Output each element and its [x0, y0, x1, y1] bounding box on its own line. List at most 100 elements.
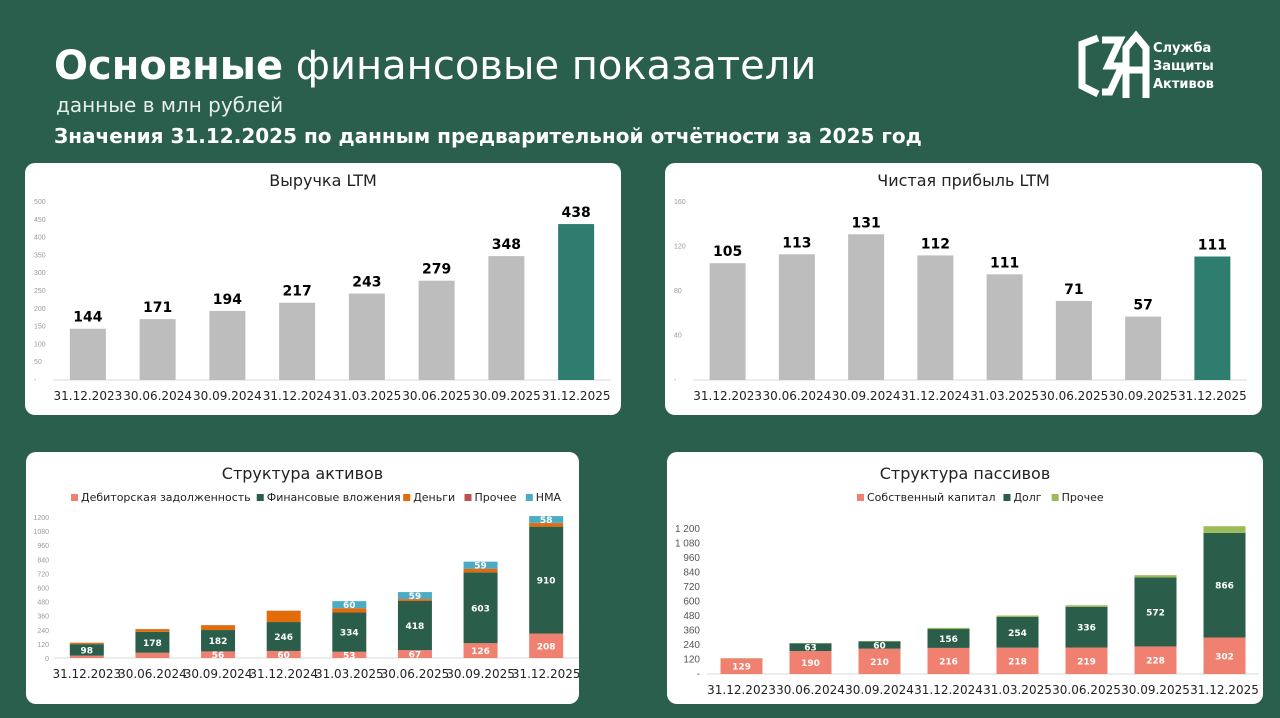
bar-segment: [1065, 605, 1108, 607]
bar: [1055, 301, 1092, 380]
bar-segment: [1134, 646, 1177, 674]
x-tick-label: 30.06.2025: [1052, 683, 1121, 697]
bar-value-label: 144: [73, 310, 102, 326]
chart-title: Чистая прибыль LTM: [877, 171, 1050, 190]
bar-value-label: 131: [852, 215, 881, 231]
segment-value-label: 67: [409, 651, 422, 661]
x-tick-label: 31.12.2023: [693, 389, 762, 403]
bar-segment: [201, 651, 236, 658]
liabilities-structure-chart-panel: Структура пассивов Собственный капитал Дол…: [667, 452, 1263, 704]
bar-segment: [332, 608, 367, 613]
bar-segment: [1203, 532, 1246, 638]
x-tick-label: 31.12.2024: [901, 389, 970, 403]
bar-segment: [927, 629, 970, 648]
legend-label: Собственный капитал: [867, 491, 996, 504]
segment-value-label: 218: [1008, 657, 1027, 667]
y-tick-label: 720: [37, 571, 49, 578]
bar: [418, 280, 455, 380]
bar-segment: [996, 615, 1039, 617]
bar-value-label: 438: [562, 205, 591, 221]
legend-swatch: [525, 494, 533, 501]
y-tick-label: 840: [683, 568, 700, 579]
x-tick-label: 30.09.2025: [1109, 389, 1178, 403]
bar: [848, 234, 885, 380]
segment-value-label: 59: [409, 592, 422, 602]
legend-swatch: [256, 494, 264, 501]
y-tick-label: 120: [674, 244, 686, 251]
x-tick-label: 30.09.2024: [845, 683, 914, 697]
segment-value-label: 60: [277, 651, 290, 661]
bar-segment: [135, 629, 170, 632]
bar-value-label: 243: [352, 274, 381, 290]
y-tick-label: 1080: [33, 529, 49, 536]
bar-segment: [69, 644, 104, 656]
page-subtitle: данные в млн рублей: [56, 93, 284, 117]
segment-value-label: 910: [537, 577, 556, 587]
bar-value-label: 71: [1064, 282, 1083, 298]
x-tick-label: 31.12.2023: [707, 683, 776, 697]
x-tick-label: 31.12.2024: [914, 683, 983, 697]
x-tick-label: 30.09.2025: [472, 389, 541, 403]
y-tick-label: 600: [37, 586, 49, 593]
y-tick-label: 1200: [33, 515, 49, 522]
bar-segment: [1134, 575, 1177, 578]
legend-swatch: [857, 494, 864, 501]
y-tick-label: 960: [683, 553, 700, 564]
legend-swatch: [403, 494, 411, 501]
bar-segment: [332, 651, 367, 658]
bar-segment: [69, 642, 104, 645]
y-tick-label: 40: [674, 333, 682, 340]
bar-segment: [397, 599, 432, 602]
bar-segment: [1065, 606, 1108, 648]
segment-value-label: 60: [873, 642, 886, 652]
bar-segment: [789, 651, 832, 674]
bar: [917, 255, 954, 380]
bar-segment: [463, 572, 498, 644]
bar-segment: [266, 610, 301, 623]
x-tick-label: 30.06.2024: [776, 683, 845, 697]
segment-value-label: 63: [804, 644, 817, 654]
bar-segment: [529, 633, 564, 658]
y-tick-label: -: [34, 377, 37, 384]
y-tick-label: -: [697, 669, 700, 680]
y-tick-label: 350: [34, 252, 46, 259]
y-tick-label: 120: [37, 642, 49, 649]
x-tick-label: 31.12.2023: [54, 389, 123, 403]
segment-value-label: 418: [406, 622, 425, 632]
x-tick-label: 30.09.2025: [1121, 683, 1190, 697]
company-logo: [1078, 30, 1150, 98]
legend-label: Прочее: [475, 491, 517, 504]
segment-value-label: 53: [343, 651, 356, 661]
y-tick-label: 840: [37, 557, 49, 564]
bar: [709, 263, 746, 380]
bar-segment: [397, 650, 432, 658]
x-tick-label: 30.06.2024: [123, 389, 192, 403]
x-tick-label: 30.06.2024: [118, 667, 187, 681]
bar-value-label: 105: [713, 244, 742, 260]
x-tick-label: 30.09.2024: [193, 389, 262, 403]
bar-value-label: 112: [921, 236, 950, 252]
page-title-bold: Основные: [54, 43, 284, 89]
x-tick-label: 31.12.2025: [512, 667, 579, 681]
chart-title: Структура пассивов: [880, 464, 1051, 483]
y-tick-label: 240: [683, 640, 700, 651]
bar-segment: [201, 630, 236, 652]
x-tick-label: 31.03.2025: [983, 683, 1052, 697]
y-tick-label: 360: [683, 626, 700, 637]
segment-value-label: 208: [537, 642, 556, 652]
x-tick-label: 30.06.2025: [1040, 389, 1109, 403]
segment-value-label: 129: [732, 663, 751, 673]
bar: [558, 224, 595, 380]
legend-label: Дебиторская задолженность: [81, 491, 251, 504]
y-tick-label: 960: [37, 543, 49, 550]
bar: [1194, 256, 1231, 380]
y-tick-label: 400: [34, 235, 46, 242]
y-tick-label: 480: [683, 611, 700, 622]
bar: [69, 328, 106, 380]
bar-segment: [201, 625, 236, 631]
bar-segment: [1065, 647, 1108, 674]
x-tick-label: 31.03.2025: [333, 389, 402, 403]
revenue-chart-panel: Выручка LTM - 50 100 150 200 250 300 350 400 450 50…: [25, 163, 621, 415]
liabilities-structure-chart: Структура пассивов Собственный капитал Дол…: [675, 464, 1259, 697]
legend-label: Деньги: [413, 491, 455, 504]
